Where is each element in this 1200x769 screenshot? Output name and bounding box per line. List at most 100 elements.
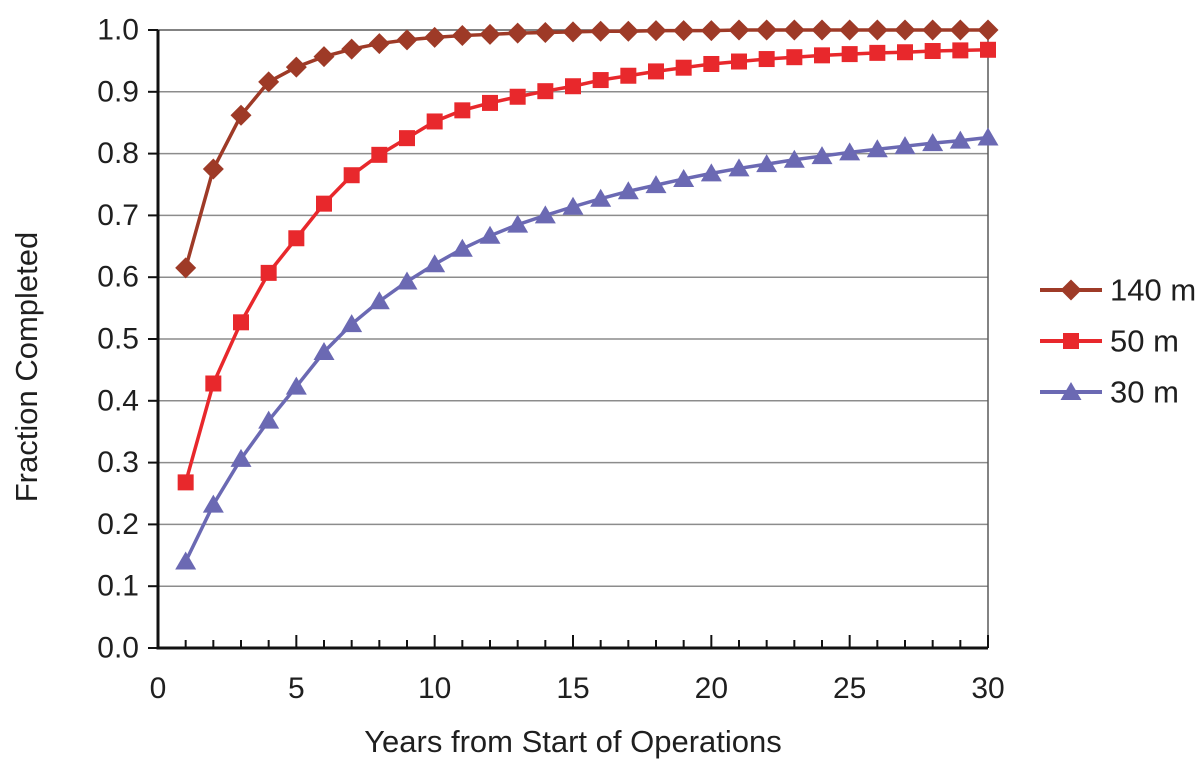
data-point-50-m bbox=[288, 230, 305, 247]
data-point-30-m bbox=[479, 225, 501, 244]
data-point-140-m bbox=[866, 19, 888, 41]
data-point-50-m bbox=[537, 83, 554, 100]
data-point-50-m bbox=[648, 63, 664, 80]
data-point-140-m bbox=[562, 21, 584, 43]
data-point-50-m bbox=[897, 44, 913, 61]
data-point-50-m bbox=[260, 264, 277, 281]
y-tick-label: 1.0 bbox=[97, 14, 139, 47]
data-point-140-m bbox=[645, 20, 667, 42]
data-point-140-m bbox=[258, 71, 280, 93]
data-point-30-m bbox=[534, 205, 556, 224]
data-point-140-m bbox=[479, 23, 501, 45]
data-point-30-m bbox=[258, 410, 280, 429]
data-point-50-m bbox=[592, 72, 609, 89]
data-point-30-m bbox=[202, 494, 224, 513]
data-point-50-m bbox=[703, 55, 720, 72]
data-point-50-m bbox=[731, 53, 747, 70]
y-tick-label: 0.8 bbox=[97, 137, 139, 170]
legend-marker-30-m bbox=[1060, 382, 1082, 400]
y-tick-label: 0.7 bbox=[97, 199, 139, 232]
data-point-140-m bbox=[285, 56, 307, 78]
data-point-30-m bbox=[839, 142, 861, 161]
data-point-30-m bbox=[590, 188, 612, 207]
data-point-50-m bbox=[924, 43, 941, 60]
legend-item-30-m: 30 m bbox=[1040, 375, 1179, 410]
data-point-30-m bbox=[728, 158, 750, 177]
data-point-30-m bbox=[866, 139, 888, 158]
x-tick-label: 20 bbox=[695, 672, 728, 705]
data-point-30-m bbox=[673, 168, 695, 187]
data-point-50-m bbox=[620, 67, 637, 84]
data-point-30-m bbox=[783, 149, 805, 168]
y-tick-label: 0.5 bbox=[97, 323, 139, 356]
x-tick-label: 0 bbox=[150, 672, 167, 705]
data-point-140-m bbox=[922, 19, 944, 41]
data-point-50-m bbox=[233, 314, 249, 331]
legend: 140 m 50 m 30 m bbox=[1040, 273, 1196, 410]
x-tick-label: 25 bbox=[833, 672, 866, 705]
data-point-50-m bbox=[565, 78, 581, 95]
series-30-m bbox=[175, 127, 999, 570]
legend-label-50-m: 50 m bbox=[1110, 324, 1179, 359]
data-point-30-m bbox=[645, 175, 667, 194]
data-point-140-m bbox=[728, 19, 750, 41]
data-point-140-m bbox=[534, 21, 556, 43]
data-point-50-m bbox=[980, 41, 996, 58]
y-tick-label: 0.6 bbox=[97, 261, 139, 294]
y-tick-label: 0.4 bbox=[97, 384, 139, 417]
data-point-50-m bbox=[399, 130, 415, 147]
data-point-140-m bbox=[396, 29, 418, 51]
data-point-140-m bbox=[756, 19, 778, 41]
data-point-140-m bbox=[202, 158, 224, 180]
data-point-140-m bbox=[230, 104, 252, 126]
data-point-50-m bbox=[482, 94, 498, 111]
data-point-140-m bbox=[949, 19, 971, 41]
data-point-30-m bbox=[451, 238, 473, 257]
data-point-30-m bbox=[700, 163, 722, 182]
y-tick-label: 0.3 bbox=[97, 446, 139, 479]
data-point-140-m bbox=[590, 20, 612, 42]
data-point-140-m bbox=[894, 19, 916, 41]
y-tick-label: 0.1 bbox=[97, 570, 139, 603]
data-point-50-m bbox=[177, 474, 194, 491]
data-point-50-m bbox=[454, 102, 471, 119]
data-point-50-m bbox=[758, 51, 775, 68]
data-point-30-m bbox=[922, 133, 944, 152]
data-point-30-m bbox=[341, 314, 363, 333]
x-axis-title: Years from Start of Operations bbox=[364, 724, 782, 759]
data-point-50-m bbox=[426, 113, 443, 130]
data-point-50-m bbox=[786, 49, 803, 66]
data-point-50-m bbox=[371, 146, 388, 163]
chart-generated-content: 0.0 0.1 0.2 0.3 0.4 0.5 0.6 0.7 0.8 0.9 1.0 0 5 10 15 2… bbox=[97, 14, 1196, 706]
data-point-140-m bbox=[783, 19, 805, 41]
data-point-140-m bbox=[700, 20, 722, 42]
data-point-30-m bbox=[507, 214, 529, 233]
x-tick-label: 15 bbox=[556, 672, 589, 705]
data-point-30-m bbox=[894, 136, 916, 155]
data-point-140-m bbox=[313, 46, 335, 68]
legend-marker-50-m bbox=[1063, 333, 1079, 349]
data-point-30-m bbox=[424, 254, 446, 273]
data-point-30-m bbox=[313, 341, 335, 360]
data-point-50-m bbox=[205, 375, 222, 392]
data-point-140-m bbox=[175, 257, 197, 279]
legend-label-140-m: 140 m bbox=[1110, 273, 1196, 308]
series-line-50-m bbox=[183, 48, 989, 483]
legend-item-50-m: 50 m bbox=[1040, 324, 1179, 359]
data-point-50-m bbox=[952, 42, 969, 59]
data-point-30-m bbox=[175, 551, 197, 570]
data-point-30-m bbox=[562, 196, 584, 215]
data-point-140-m bbox=[424, 26, 446, 48]
y-tick-label: 0.2 bbox=[97, 508, 139, 541]
data-point-50-m bbox=[343, 167, 360, 184]
data-point-30-m bbox=[285, 376, 307, 395]
series-140-m bbox=[175, 19, 999, 279]
data-point-140-m bbox=[368, 33, 390, 55]
data-point-50-m bbox=[316, 195, 332, 212]
data-point-30-m bbox=[396, 271, 418, 290]
legend-label-30-m: 30 m bbox=[1110, 375, 1179, 410]
data-point-140-m bbox=[673, 20, 695, 42]
legend-marker-140-m bbox=[1060, 279, 1082, 301]
data-point-140-m bbox=[839, 19, 861, 41]
